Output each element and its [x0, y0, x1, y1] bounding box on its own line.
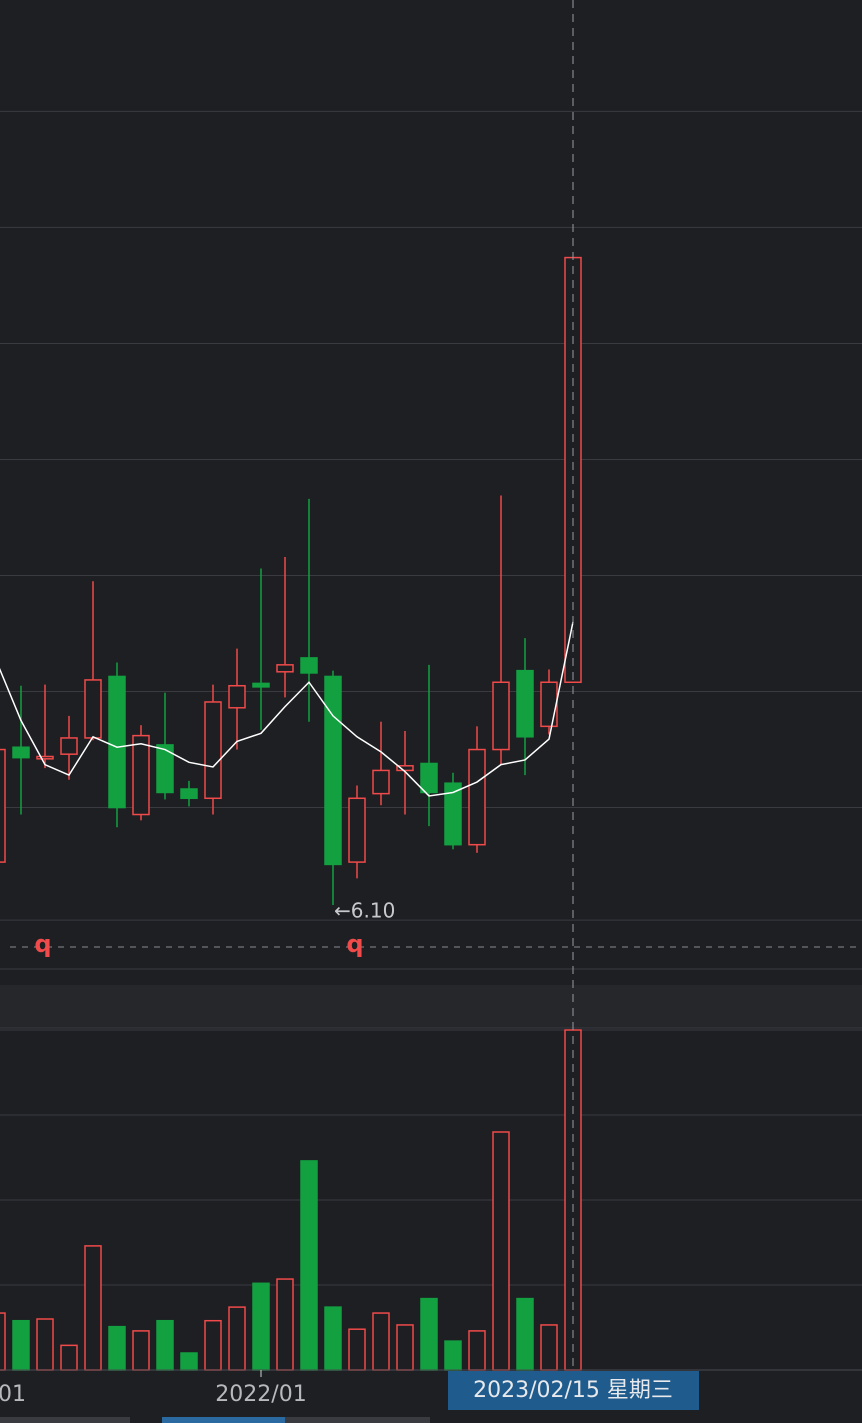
candle-body	[84, 679, 102, 739]
volume-bar	[180, 1352, 198, 1371]
candle-body	[228, 684, 246, 709]
volume-bar	[324, 1306, 342, 1371]
candle-body	[444, 782, 462, 846]
low-annotation: ←6.10	[334, 899, 395, 923]
candle-body	[0, 748, 6, 863]
candle-body	[492, 681, 510, 751]
marks	[0, 256, 582, 1371]
crosshair-label: 2023/02/15 星期三	[473, 1378, 673, 1403]
volume-bar	[468, 1330, 486, 1371]
volume-bar	[516, 1297, 534, 1371]
candle-body	[324, 675, 342, 866]
volume-bar	[156, 1319, 174, 1371]
candle-body	[60, 737, 78, 755]
candle-body	[420, 762, 438, 794]
volume-bar	[12, 1319, 30, 1371]
volume-bar	[252, 1282, 270, 1371]
candle-body	[300, 657, 318, 674]
volume-bar	[348, 1328, 366, 1371]
x-tick-label: 2022/01	[215, 1382, 306, 1407]
volume-bar	[444, 1340, 462, 1371]
scrollbar[interactable]	[162, 1417, 430, 1423]
volume-bar	[492, 1131, 510, 1371]
candle-body	[156, 744, 174, 794]
candle-body	[396, 765, 414, 772]
x-tick-label: 01	[0, 1382, 26, 1407]
candle-body	[204, 701, 222, 800]
candle-body	[516, 669, 534, 738]
candle-body	[540, 681, 558, 728]
candle-body	[372, 769, 390, 795]
volume-bar	[60, 1344, 78, 1371]
scrollbar[interactable]	[0, 1417, 130, 1423]
marker: q	[34, 930, 51, 958]
volume-bar	[0, 1312, 6, 1371]
crosshair-label-box	[448, 1371, 699, 1410]
volume-bar	[204, 1319, 222, 1371]
candle-body	[348, 797, 366, 863]
volume-bar	[84, 1245, 102, 1371]
volume-bar	[540, 1324, 558, 1371]
candle-body	[276, 664, 294, 673]
volume-bar	[300, 1160, 318, 1371]
scrollbar-thumb[interactable]	[162, 1417, 285, 1423]
volume-bar	[276, 1278, 294, 1371]
candle-body	[468, 748, 486, 846]
panel-gap	[0, 985, 862, 1028]
moving-average	[0, 621, 574, 797]
volume-bar	[132, 1330, 150, 1371]
volume-bar	[372, 1312, 390, 1371]
volume-bar	[36, 1318, 54, 1371]
candle-body	[252, 682, 270, 688]
volume-bar	[228, 1306, 246, 1371]
volume-bar	[108, 1325, 126, 1371]
candle-body	[180, 788, 198, 800]
candle-body	[12, 746, 30, 759]
volume-bar	[420, 1297, 438, 1371]
volume-bar	[396, 1324, 414, 1371]
candle-body	[36, 755, 54, 760]
marker: q	[346, 930, 363, 958]
candle-body	[132, 734, 150, 816]
candle-body	[108, 675, 126, 809]
